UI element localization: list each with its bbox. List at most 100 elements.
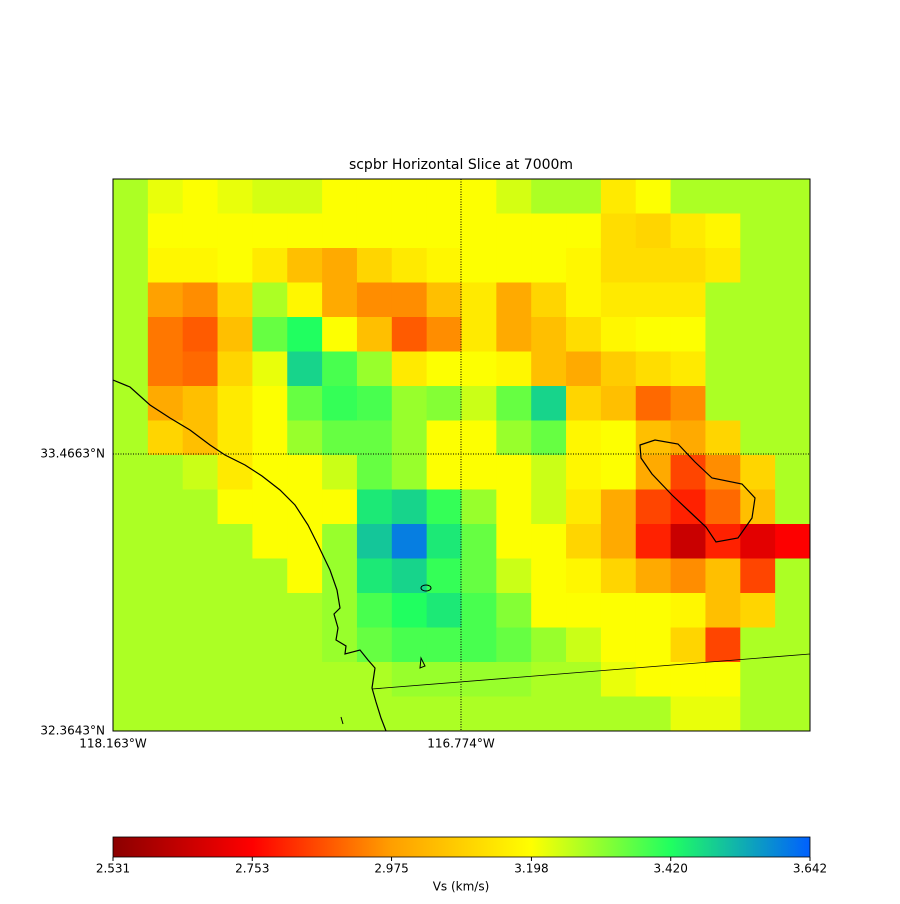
cell: [461, 696, 497, 732]
cell: [496, 351, 532, 387]
cell: [600, 489, 637, 525]
y-tick-label: 33.4663°N: [40, 446, 105, 460]
cell: [322, 420, 358, 456]
cell: [566, 696, 602, 732]
cell: [147, 524, 184, 559]
cell: [147, 248, 184, 283]
cell: [496, 558, 532, 594]
cell: [147, 351, 184, 387]
cell: [740, 317, 776, 352]
cell: [147, 179, 184, 214]
cell: [531, 386, 567, 421]
heatmap: [113, 179, 811, 732]
cell: [252, 386, 288, 421]
cell: [670, 696, 706, 732]
cell: [252, 351, 288, 387]
cell: [217, 179, 253, 214]
coastline: [112, 379, 387, 732]
cell: [775, 524, 811, 559]
cell: [600, 351, 637, 387]
cell: [600, 662, 637, 697]
cell: [600, 455, 637, 490]
cell: [670, 627, 706, 663]
cell: [531, 282, 567, 318]
cell: [531, 455, 567, 490]
cell: [147, 455, 184, 490]
cell: [322, 489, 358, 525]
cell: [113, 386, 149, 421]
cell: [531, 351, 567, 387]
cell: [461, 386, 497, 421]
cell: [705, 213, 741, 249]
cell: [426, 662, 462, 697]
cell: [287, 282, 323, 318]
cell: [705, 455, 741, 490]
cell: [287, 455, 323, 490]
plot-frame: [112, 178, 811, 732]
cell: [635, 489, 672, 525]
cell: [217, 317, 253, 352]
cell: [635, 248, 672, 283]
cell: [426, 351, 462, 387]
cell: [147, 420, 184, 456]
cell: [670, 593, 706, 628]
cell: [287, 593, 323, 628]
cell: [391, 627, 428, 663]
cell: [461, 179, 497, 214]
cell: [113, 455, 149, 490]
cell: [600, 179, 637, 214]
cell: [670, 558, 706, 594]
cell: [775, 455, 811, 490]
cell: [217, 351, 253, 387]
cell: [705, 179, 741, 214]
cell: [426, 420, 462, 456]
cell: [356, 351, 393, 387]
cell: [252, 455, 288, 490]
cell: [740, 489, 776, 525]
cell: [635, 351, 672, 387]
cell: [391, 455, 428, 490]
cell: [147, 317, 184, 352]
cell: [426, 489, 462, 525]
cell: [356, 558, 393, 594]
cell: [635, 386, 672, 421]
cell: [322, 282, 358, 318]
cell: [182, 696, 219, 732]
cell: [496, 627, 532, 663]
cell: [322, 386, 358, 421]
colorbar-tick-label: 3.198: [514, 862, 548, 876]
cell: [217, 282, 253, 318]
cell: [356, 420, 393, 456]
cell: [670, 455, 706, 490]
cell: [496, 317, 532, 352]
cell: [705, 489, 741, 525]
cell: [496, 420, 532, 456]
cell: [147, 696, 184, 732]
cell: [252, 558, 288, 594]
colorbar-tick-label: 2.531: [96, 862, 130, 876]
cell: [113, 489, 149, 525]
cell: [566, 213, 602, 249]
cell: [531, 558, 567, 594]
cell: [566, 662, 602, 697]
cell: [252, 282, 288, 318]
cell: [426, 282, 462, 318]
cell: [670, 351, 706, 387]
cell: [775, 248, 811, 283]
cell: [740, 213, 776, 249]
cell: [670, 386, 706, 421]
cell: [775, 179, 811, 214]
cell: [147, 489, 184, 525]
cell: [496, 282, 532, 318]
cell: [113, 420, 149, 456]
cell: [287, 351, 323, 387]
cell: [531, 593, 567, 628]
cell: [740, 627, 776, 663]
cell: [635, 696, 672, 732]
cell: [182, 213, 219, 249]
cell: [252, 489, 288, 525]
cell: [426, 213, 462, 249]
cell: [600, 593, 637, 628]
cell: [635, 627, 672, 663]
